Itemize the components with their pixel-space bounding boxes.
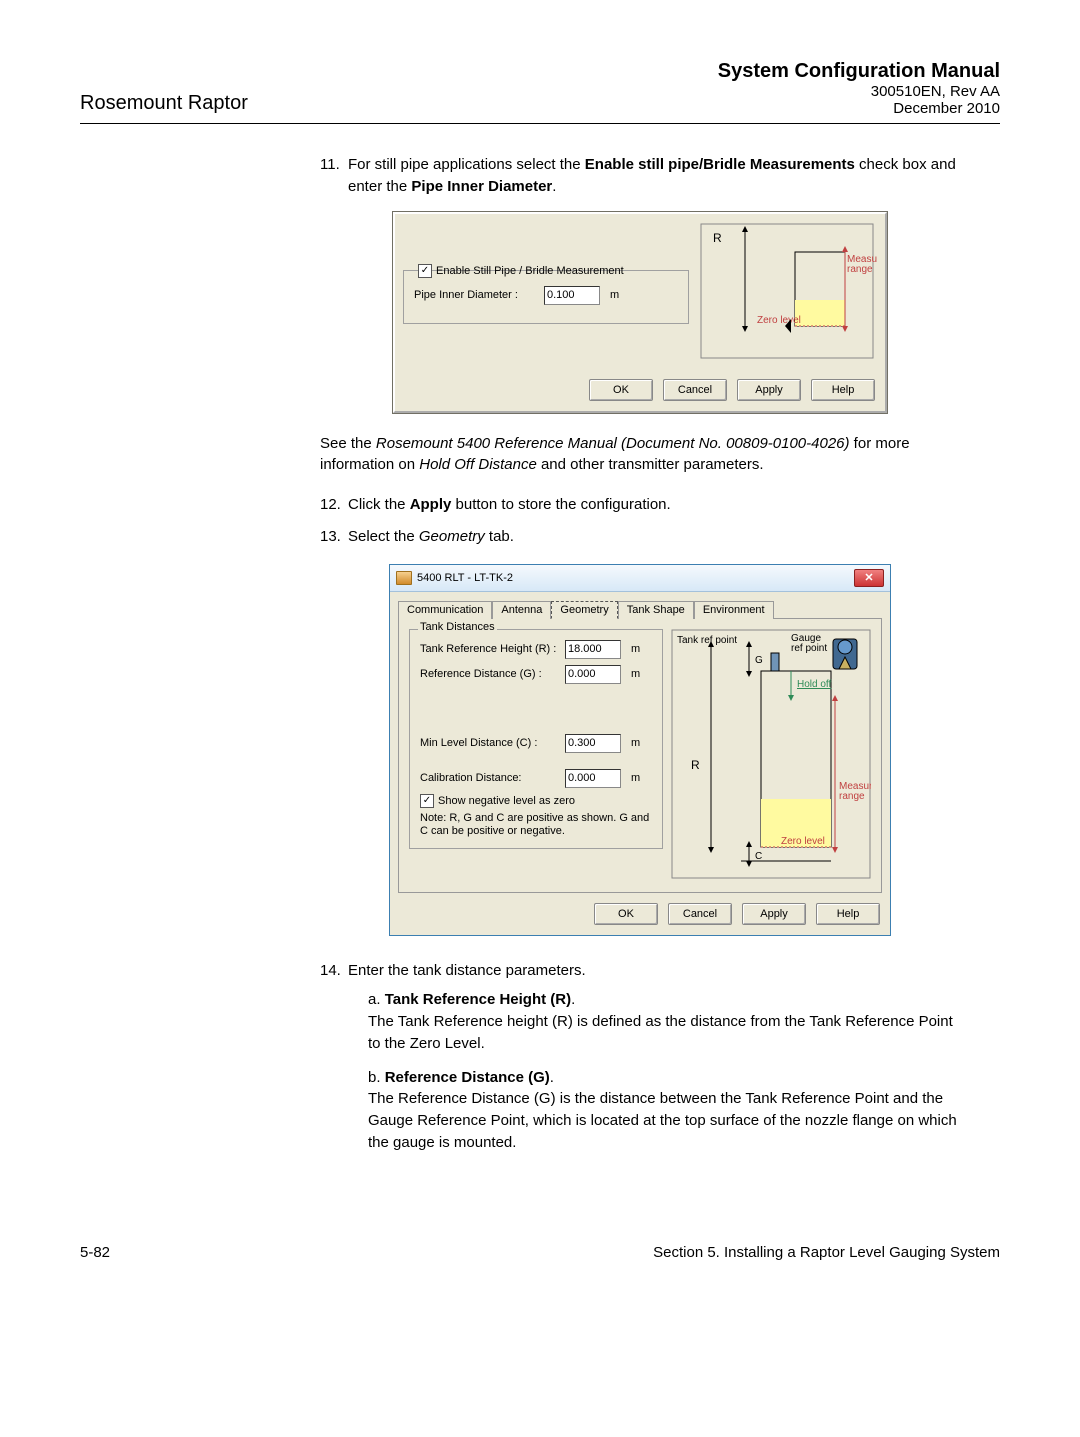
geometry-dialog: 5400 RLT - LT-TK-2 ✕ Communication Anten…	[389, 564, 891, 936]
svg-text:Zero level: Zero level	[781, 836, 825, 847]
min-level-unit: m	[631, 737, 640, 749]
section-title: Section 5. Installing a Raptor Level Gau…	[653, 1244, 1000, 1261]
step-13: 13. Select the Geometry tab.	[320, 526, 960, 548]
ref-dist-label: Reference Distance (G) :	[420, 668, 565, 680]
geometry-note: Note: R, G and C are positive as shown. …	[420, 812, 652, 838]
tank-distances-legend: Tank Distances	[418, 621, 497, 633]
header-doc-rev: 300510EN, Rev AA	[718, 83, 1000, 100]
header-left: Rosemount Raptor	[80, 92, 248, 117]
step-12: 12. Click the Apply button to store the …	[320, 494, 960, 516]
tab-communication[interactable]: Communication	[398, 601, 492, 619]
header-title: System Configuration Manual	[718, 60, 1000, 83]
calib-label: Calibration Distance:	[420, 772, 565, 784]
svg-text:Zero level: Zero level	[757, 315, 801, 326]
tank-diagram-large: Tank ref point Gauge ref point	[671, 629, 871, 882]
enable-still-pipe-checkbox[interactable]: ✓ Enable Still Pipe / Bridle Measurement	[418, 264, 678, 278]
cancel-button[interactable]: Cancel	[663, 379, 727, 401]
ref-height-label: Tank Reference Height (R) :	[420, 643, 565, 655]
svg-text:R: R	[691, 758, 700, 772]
checkbox-icon: ✓	[418, 264, 432, 278]
ref-dist-input[interactable]	[565, 665, 621, 684]
ref-height-unit: m	[631, 643, 640, 655]
window-icon	[396, 571, 412, 585]
help-button[interactable]: Help	[811, 379, 875, 401]
step-14a: a. Tank Reference Height (R). The Tank R…	[368, 989, 960, 1054]
close-button[interactable]: ✕	[854, 569, 884, 587]
reference-paragraph: See the Rosemount 5400 Reference Manual …	[320, 433, 960, 477]
header-right: System Configuration Manual 300510EN, Re…	[718, 60, 1000, 117]
tab-geometry[interactable]: Geometry	[551, 601, 617, 619]
min-level-input[interactable]	[565, 734, 621, 753]
svg-text:range: range	[839, 791, 865, 802]
page-footer: 5-82 Section 5. Installing a Raptor Leve…	[80, 1244, 1000, 1261]
cancel-button[interactable]: Cancel	[668, 903, 732, 925]
apply-button[interactable]: Apply	[742, 903, 806, 925]
svg-text:range: range	[847, 264, 873, 275]
tab-tank-shape[interactable]: Tank Shape	[618, 601, 694, 619]
ref-height-input[interactable]	[565, 640, 621, 659]
calib-unit: m	[631, 772, 640, 784]
tank-diagram-small: R Measuring range Zero level	[697, 222, 877, 365]
window-title: 5400 RLT - LT-TK-2	[417, 572, 513, 584]
svg-text:Hold off: Hold off	[797, 679, 832, 690]
enable-still-pipe-label: Enable Still Pipe / Bridle Measurement	[436, 265, 624, 277]
ref-dist-unit: m	[631, 668, 640, 680]
svg-text:C: C	[755, 851, 762, 862]
calib-input[interactable]	[565, 769, 621, 788]
pipe-diameter-label: Pipe Inner Diameter :	[414, 289, 544, 301]
apply-button[interactable]: Apply	[737, 379, 801, 401]
svg-text:Tank ref point: Tank ref point	[677, 635, 737, 646]
page-header: Rosemount Raptor System Configuration Ma…	[80, 60, 1000, 124]
pipe-diameter-input[interactable]	[544, 286, 600, 305]
still-pipe-fieldset: ✓ Enable Still Pipe / Bridle Measurement…	[403, 270, 689, 324]
tab-environment[interactable]: Environment	[694, 601, 774, 619]
step-14: 14. Enter the tank distance parameters. …	[320, 960, 960, 1154]
header-date: December 2010	[718, 100, 1000, 117]
show-negative-checkbox[interactable]: ✓ Show negative level as zero	[420, 794, 652, 808]
tank-distances-fieldset: Tank Distances Tank Reference Height (R)…	[409, 629, 663, 849]
ok-button[interactable]: OK	[589, 379, 653, 401]
svg-text:R: R	[713, 231, 722, 245]
svg-text:G: G	[755, 655, 763, 666]
geometry-titlebar: 5400 RLT - LT-TK-2 ✕	[390, 565, 890, 592]
still-pipe-dialog: ✓ Enable Still Pipe / Bridle Measurement…	[393, 212, 887, 413]
page-number: 5-82	[80, 1244, 110, 1261]
tabs-row: Communication Antenna Geometry Tank Shap…	[390, 592, 890, 618]
show-negative-label: Show negative level as zero	[438, 795, 575, 807]
ok-button[interactable]: OK	[594, 903, 658, 925]
tab-antenna[interactable]: Antenna	[492, 601, 551, 619]
min-level-label: Min Level Distance (C) :	[420, 737, 565, 749]
svg-text:ref point: ref point	[791, 643, 827, 654]
step-11: 11. For still pipe applications select t…	[320, 154, 960, 198]
step-14b: b. Reference Distance (G). The Reference…	[368, 1067, 960, 1154]
help-button[interactable]: Help	[816, 903, 880, 925]
checkbox-icon: ✓	[420, 794, 434, 808]
pipe-diameter-unit: m	[610, 289, 619, 301]
